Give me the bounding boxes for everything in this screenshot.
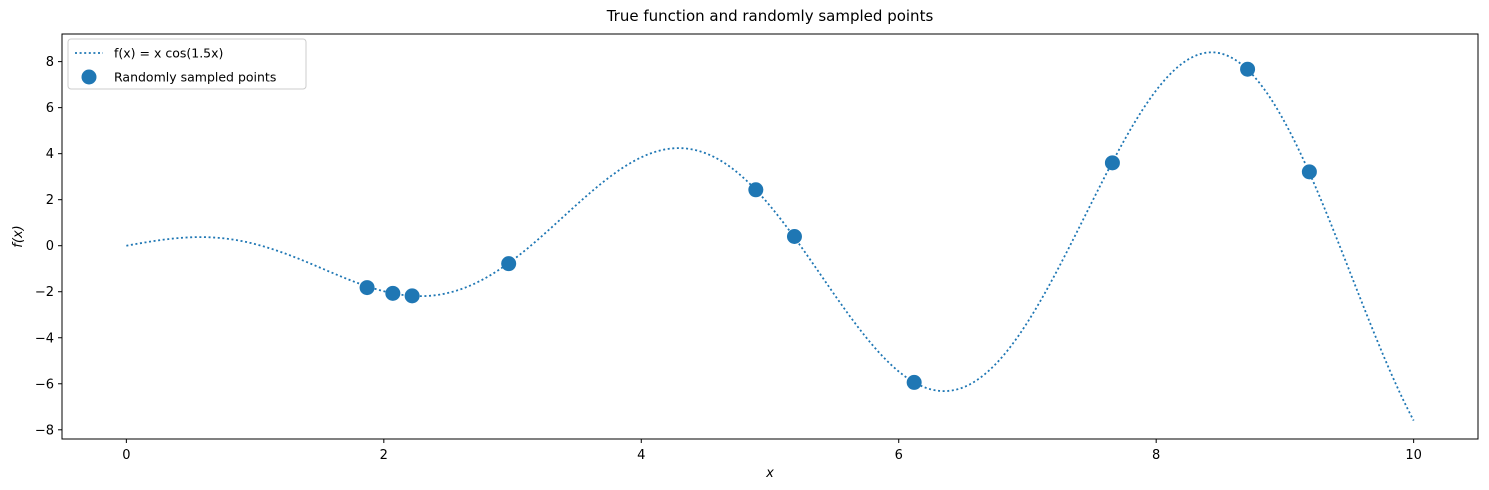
legend: f(x) = x cos(1.5x) Randomly sampled poin… <box>67 38 307 90</box>
legend-box <box>67 38 307 90</box>
y-tick-label: −2 <box>35 285 54 300</box>
y-tick-label: −4 <box>35 331 54 346</box>
sample-point <box>786 229 802 244</box>
x-axis: 0 2 4 6 8 10 <box>122 439 1422 463</box>
legend-entry-points: Randomly sampled points <box>114 70 276 85</box>
function-line <box>126 51 1415 421</box>
y-tick-label: −6 <box>35 377 54 392</box>
sample-point <box>1104 155 1120 171</box>
x-axis-label: x <box>765 466 774 481</box>
x-tick-label: 10 <box>1405 448 1422 463</box>
y-tick-label: 0 <box>46 239 54 254</box>
chart-title: True function and randomly sampled point… <box>606 7 934 25</box>
x-tick-label: 2 <box>380 448 388 463</box>
y-tick-label: −8 <box>35 423 54 438</box>
y-tick-label: 8 <box>46 55 54 70</box>
sample-point <box>385 285 401 301</box>
sample-point <box>359 280 375 296</box>
y-tick-label: 4 <box>46 147 54 162</box>
y-axis: −8 −6 −4 −2 0 2 4 6 8 <box>35 55 62 438</box>
sample-point <box>501 256 517 272</box>
plot-area <box>126 51 1415 421</box>
x-tick-label: 6 <box>895 448 903 463</box>
sample-point <box>906 374 922 390</box>
sample-point <box>1240 61 1256 77</box>
y-tick-label: 2 <box>46 193 54 208</box>
sample-point <box>404 288 420 304</box>
sample-point <box>1301 164 1317 180</box>
x-tick-label: 4 <box>637 448 645 463</box>
legend-marker-swatch <box>81 69 97 85</box>
x-tick-label: 8 <box>1152 448 1160 463</box>
axes-frame <box>61 33 1479 440</box>
sample-point <box>748 182 764 198</box>
y-axis-label: f(x) <box>11 225 26 247</box>
y-tick-label: 6 <box>46 101 54 116</box>
x-tick-label: 0 <box>122 448 130 463</box>
legend-entry-function: f(x) = x cos(1.5x) <box>114 46 223 61</box>
